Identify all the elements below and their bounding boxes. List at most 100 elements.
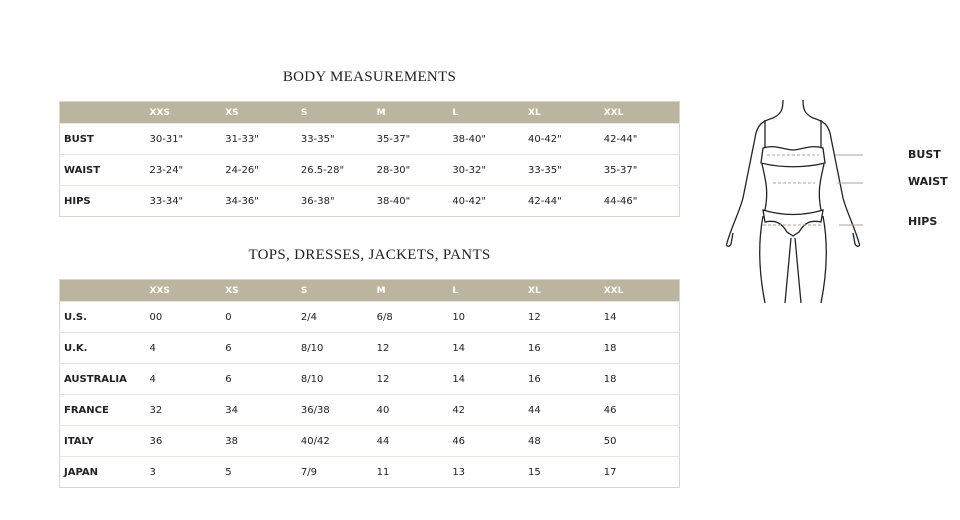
size-value: 38-40" — [452, 123, 529, 155]
row-label: U.K. — [59, 332, 150, 364]
header-row: XXS XS S M L XL XXL — [59, 279, 680, 302]
size-value: 46 — [603, 394, 680, 426]
size-value: 28-30" — [376, 154, 453, 186]
size-value: 8/10 — [300, 363, 377, 395]
size-value: 14 — [452, 332, 529, 364]
size-value: 46 — [452, 425, 529, 457]
table-row: ITALY 36 38 40/42 44 46 48 50 — [59, 425, 680, 457]
size-value: 34-36" — [225, 185, 301, 217]
size-value: 11 — [376, 456, 453, 488]
size-value: 00 — [149, 301, 226, 333]
size-value: 35-37" — [376, 123, 453, 155]
size-value: 16 — [528, 332, 604, 364]
header-row: XXS XS S M L XL XXL — [59, 101, 680, 124]
size-value: 15 — [528, 456, 604, 488]
size-value: 33-35" — [528, 154, 604, 186]
size-value: 12 — [376, 332, 453, 364]
size-value: 17 — [603, 456, 680, 488]
size-value: 4 — [149, 363, 226, 395]
table-row: JAPAN 3 5 7/9 11 13 15 17 — [59, 456, 680, 488]
size-value: 23-24" — [149, 154, 226, 186]
body-figure-illustration — [725, 99, 863, 304]
row-label: U.S. — [59, 301, 150, 333]
bust-label: BUST — [908, 148, 941, 161]
size-value: 5 — [225, 456, 301, 488]
size-value: 3 — [149, 456, 226, 488]
size-value: 24-26" — [225, 154, 301, 186]
row-label: HIPS — [59, 185, 150, 217]
size-value: 42 — [452, 394, 529, 426]
size-value: 33-34" — [149, 185, 226, 217]
size-header: XL — [528, 279, 604, 302]
size-value: 6 — [225, 363, 301, 395]
size-value: 38 — [225, 425, 301, 457]
size-header: XXS — [149, 101, 226, 124]
size-value: 26.5-28" — [300, 154, 377, 186]
table-row: WAIST 23-24" 24-26" 26.5-28" 28-30" 30-32" 33-… — [59, 154, 680, 186]
size-header: S — [300, 279, 377, 302]
size-conversion-table: XXS XS S M L XL XXL U.S. 00 0 2/4 6/8 10 12 14 U.K. 4 6 8/… — [59, 279, 680, 488]
row-label: ITALY — [59, 425, 150, 457]
table-row: AUSTRALIA 4 6 8/10 12 14 16 18 — [59, 363, 680, 395]
size-value: 7/9 — [300, 456, 377, 488]
header-blank — [59, 101, 150, 124]
size-value: 12 — [528, 301, 604, 333]
table-row: U.S. 00 0 2/4 6/8 10 12 14 — [59, 301, 680, 333]
body-measurements-table: XXS XS S M L XL XXL BUST 30-31" 31-33" 33-35" 35-37… — [59, 101, 680, 217]
size-value: 40-42" — [452, 185, 529, 217]
table-row: U.K. 4 6 8/10 12 14 16 18 — [59, 332, 680, 364]
row-label: AUSTRALIA — [59, 363, 150, 395]
size-header: XXL — [603, 101, 680, 124]
size-header: XS — [225, 279, 301, 302]
size-value: 12 — [376, 363, 453, 395]
size-value: 18 — [603, 363, 680, 395]
size-value: 6 — [225, 332, 301, 364]
size-value: 38-40" — [376, 185, 453, 217]
header-blank — [59, 279, 150, 302]
size-header: M — [376, 101, 453, 124]
size-value: 18 — [603, 332, 680, 364]
size-value: 40-42" — [528, 123, 604, 155]
size-value: 36 — [149, 425, 226, 457]
waist-label: WAIST — [908, 175, 948, 188]
size-value: 50 — [603, 425, 680, 457]
size-value: 10 — [452, 301, 529, 333]
size-header: XS — [225, 101, 301, 124]
size-value: 16 — [528, 363, 604, 395]
size-value: 31-33" — [225, 123, 301, 155]
hips-label: HIPS — [908, 215, 938, 228]
size-value: 44-46" — [603, 185, 680, 217]
size-header: M — [376, 279, 453, 302]
size-header: S — [300, 101, 377, 124]
size-value: 14 — [452, 363, 529, 395]
size-value: 14 — [603, 301, 680, 333]
row-label: JAPAN — [59, 456, 150, 488]
size-value: 36-38" — [300, 185, 377, 217]
table-row: HIPS 33-34" 34-36" 36-38" 38-40" 40-42" 42-44"… — [59, 185, 680, 217]
row-label: WAIST — [59, 154, 150, 186]
size-value: 0 — [225, 301, 301, 333]
size-value: 32 — [149, 394, 226, 426]
table-row: FRANCE 32 34 36/38 40 42 44 46 — [59, 394, 680, 426]
size-value: 8/10 — [300, 332, 377, 364]
size-header: L — [452, 101, 529, 124]
size-value: 33-35" — [300, 123, 377, 155]
size-value: 42-44" — [603, 123, 680, 155]
size-value: 35-37" — [603, 154, 680, 186]
size-value: 44 — [528, 394, 604, 426]
size-header: XL — [528, 101, 604, 124]
size-value: 42-44" — [528, 185, 604, 217]
table-row: BUST 30-31" 31-33" 33-35" 35-37" 38-40" 40-42"… — [59, 123, 680, 155]
size-value: 48 — [528, 425, 604, 457]
row-label: FRANCE — [59, 394, 150, 426]
size-value: 44 — [376, 425, 453, 457]
size-value: 40 — [376, 394, 453, 426]
size-value: 30-32" — [452, 154, 529, 186]
size-value: 40/42 — [300, 425, 377, 457]
size-value: 34 — [225, 394, 301, 426]
size-value: 6/8 — [376, 301, 453, 333]
size-header: XXS — [149, 279, 226, 302]
size-value: 13 — [452, 456, 529, 488]
conversions-title: TOPS, DRESSES, JACKETS, PANTS — [248, 247, 491, 263]
size-header: L — [452, 279, 529, 302]
